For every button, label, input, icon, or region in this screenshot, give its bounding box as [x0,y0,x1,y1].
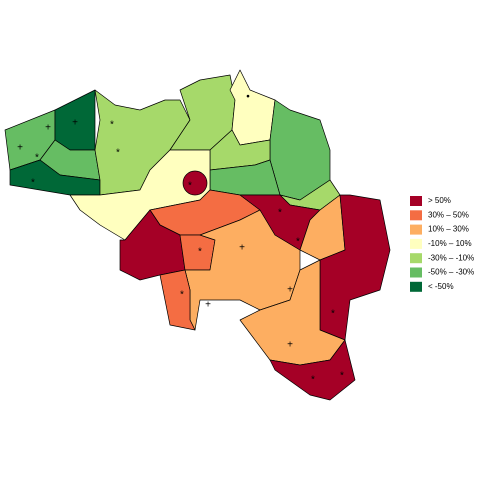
region [269,99,331,201]
marker: * [198,247,202,258]
legend-swatch [410,281,422,292]
marker: * [110,120,114,131]
region [159,269,196,331]
legend: > 50% 30% – 50% 10% – 30% -10% – 10% -30% – … [410,196,474,292]
marker: * [31,178,35,189]
marker: + [205,300,211,311]
marker: • [246,92,250,103]
marker: + [239,243,245,254]
marker: + [17,143,23,154]
marker: * [278,208,282,219]
legend-swatch [410,253,422,264]
marker: + [287,285,293,296]
marker: + [45,123,51,134]
marker: * [35,153,39,164]
marker: * [116,148,120,159]
legend-swatch [410,267,422,278]
legend-swatch [410,210,422,221]
legend-label: < -50% [428,282,454,291]
marker: * [296,237,300,248]
legend-label: -50% – -30% [428,268,474,277]
marker: + [72,118,78,129]
marker: * [311,375,315,386]
legend-swatch [410,224,422,235]
legend-label: > 50% [428,196,451,205]
legend-swatch [410,238,422,249]
marker: * [188,181,192,192]
marker: * [331,309,335,320]
legend-label: 10% – 30% [428,225,469,234]
marker: * [180,290,184,301]
legend-label: -30% – -10% [428,253,474,262]
region [269,339,356,401]
region [229,69,276,146]
markers: + + + * * * * * * * * * * * * + + + + • [17,92,344,386]
regions [4,69,391,401]
marker: * [340,371,344,382]
legend-label: -10% – 10% [428,239,472,248]
region [319,194,391,341]
region [182,170,208,196]
legend-label: 30% – 50% [428,210,469,219]
marker: + [287,340,293,351]
legend-swatch [410,196,422,206]
